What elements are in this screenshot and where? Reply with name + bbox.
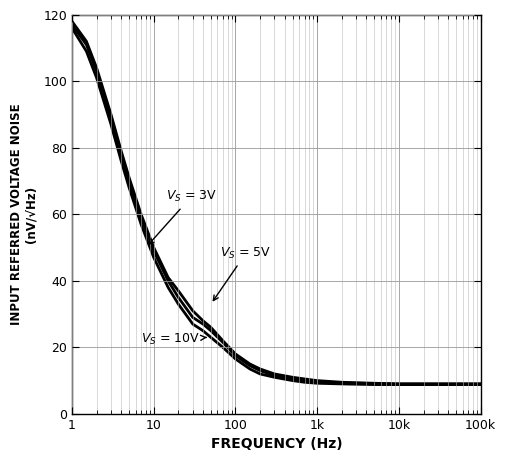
Text: $V_S$ = 3V: $V_S$ = 3V xyxy=(148,189,216,244)
X-axis label: FREQUENCY (Hz): FREQUENCY (Hz) xyxy=(210,437,341,451)
Text: $V_S$ = 5V: $V_S$ = 5V xyxy=(213,246,271,301)
Text: $V_S$ = 10V: $V_S$ = 10V xyxy=(141,332,206,347)
Y-axis label: INPUT REFERRED VOLTAGE NOISE
(nV/√Hz): INPUT REFERRED VOLTAGE NOISE (nV/√Hz) xyxy=(10,103,38,325)
